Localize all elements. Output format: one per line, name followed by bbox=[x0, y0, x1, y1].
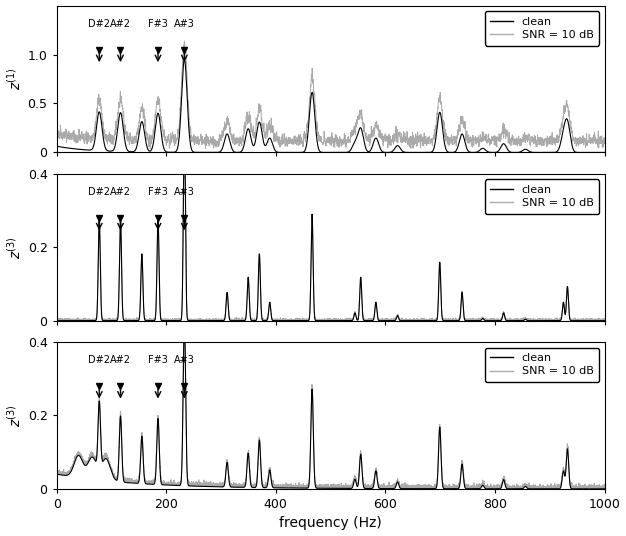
Text: A#3: A#3 bbox=[174, 187, 195, 197]
Y-axis label: $z^{(3)}$: $z^{(3)}$ bbox=[6, 404, 24, 427]
Text: D#2: D#2 bbox=[88, 19, 110, 29]
Legend: clean, SNR = 10 dB: clean, SNR = 10 dB bbox=[485, 11, 599, 46]
Text: F#3: F#3 bbox=[148, 355, 168, 366]
Text: A#2: A#2 bbox=[110, 355, 131, 366]
Text: A#2: A#2 bbox=[110, 19, 131, 29]
Text: D#2: D#2 bbox=[88, 355, 110, 366]
Text: A#3: A#3 bbox=[174, 19, 195, 29]
Text: F#3: F#3 bbox=[148, 187, 168, 197]
X-axis label: frequency (Hz): frequency (Hz) bbox=[279, 517, 382, 531]
Text: D#2: D#2 bbox=[88, 187, 110, 197]
Legend: clean, SNR = 10 dB: clean, SNR = 10 dB bbox=[485, 180, 599, 214]
Text: A#2: A#2 bbox=[110, 187, 131, 197]
Text: F#3: F#3 bbox=[148, 19, 168, 29]
Y-axis label: $z^{(3)}$: $z^{(3)}$ bbox=[6, 236, 24, 259]
Y-axis label: $z^{(1)}$: $z^{(1)}$ bbox=[6, 68, 23, 91]
Legend: clean, SNR = 10 dB: clean, SNR = 10 dB bbox=[485, 347, 599, 382]
Text: A#3: A#3 bbox=[174, 355, 195, 366]
